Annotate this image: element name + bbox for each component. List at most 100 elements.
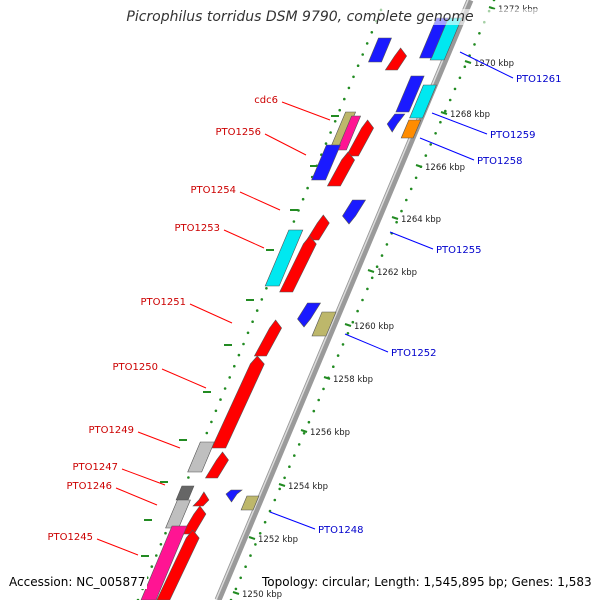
guide-dot (228, 376, 231, 379)
guide-dot (242, 342, 245, 346)
guide-dot (307, 420, 311, 424)
guide-dot (343, 97, 346, 101)
guide-dot (210, 420, 213, 424)
scale-tick-label: 1260 kbp (354, 322, 394, 332)
gene-label-right: PTO1259 (490, 130, 535, 141)
scale-tick-mark (488, 6, 496, 10)
guide-dot (283, 476, 286, 480)
scale-tick-label: 1270 kbp (474, 59, 514, 69)
guide-dot (366, 287, 369, 291)
label-leader-line (459, 51, 514, 79)
guide-dot (458, 76, 462, 80)
label-leaders (96, 51, 514, 556)
scale-tick-mark (300, 429, 308, 433)
guide-dot (292, 220, 296, 223)
guide-dot (341, 343, 345, 346)
gene-orange (400, 119, 422, 139)
gene-label-right: PTO1258 (477, 156, 522, 167)
scale-tick-label: 1254 kbp (288, 482, 328, 492)
gene-red (192, 491, 210, 507)
guide-dot (338, 108, 342, 112)
guide-dot (223, 387, 227, 390)
gene-darkgray (175, 485, 195, 501)
gene-khaki (311, 311, 337, 337)
guide-dot (395, 220, 398, 224)
scale-tick-mark (248, 536, 256, 540)
guide-dot (302, 432, 306, 435)
label-leader-line (239, 191, 281, 211)
guide-dot (429, 143, 433, 146)
gene-blue (368, 37, 392, 63)
guide-dot (312, 409, 316, 413)
guide-dot (356, 64, 360, 67)
gene-features (140, 17, 463, 600)
scale-tick-mark (391, 216, 399, 220)
guide-dot (361, 298, 364, 302)
guide-dot (214, 409, 218, 413)
gene-blue (342, 199, 367, 225)
guide-dot (234, 587, 238, 591)
guide-dot (434, 132, 437, 135)
gene-blue (311, 144, 341, 181)
guide-dot (478, 32, 481, 35)
guide-dot (356, 309, 359, 313)
guide-dot (159, 543, 163, 546)
scale-tick-label: 1258 kbp (333, 375, 373, 385)
gene-red (345, 119, 374, 157)
scale-tick-mark (278, 483, 286, 487)
label-leader-line (189, 303, 233, 324)
gene-red (204, 451, 229, 479)
guide-dot (239, 576, 242, 580)
gene-khaki (240, 495, 260, 511)
guide-dot (424, 154, 428, 157)
guide-dot (278, 487, 282, 491)
scale-tick-label: 1268 kbp (450, 110, 490, 120)
guide-dot (155, 554, 158, 557)
guide-dot (385, 243, 389, 246)
topology-text: Topology: circular; Length: 1,545,895 bp… (260, 575, 594, 589)
scale-tick-label: 1250 kbp (242, 590, 282, 600)
guide-dot (254, 543, 257, 546)
gene-label-left: PTO1253 (175, 223, 220, 234)
gene-blue (297, 302, 322, 328)
gene-label-right: PTO1261 (516, 74, 561, 85)
gene-label-left: PTO1245 (48, 532, 93, 543)
genome-title: Picrophilus torridus DSM 9790, complete … (0, 9, 600, 25)
gene-label-left: PTO1250 (113, 362, 158, 373)
guide-dot (265, 287, 268, 290)
label-leader-line (281, 101, 331, 121)
guide-dot (150, 565, 154, 568)
guide-dot (351, 320, 355, 324)
scale-tick-label: 1252 kbp (258, 535, 298, 545)
guide-dot (347, 86, 351, 90)
guide-dot (293, 454, 296, 457)
label-leader-line (269, 511, 316, 530)
guide-dot (322, 387, 325, 391)
scale-tick-mark (464, 60, 472, 64)
scale-tick-label: 1264 kbp (401, 215, 441, 225)
guide-dot (346, 332, 350, 335)
guide-dot (288, 465, 291, 469)
guide-dot (439, 120, 442, 124)
guide-dot (492, 0, 496, 2)
gene-blue (395, 75, 425, 113)
guide-dot (251, 320, 254, 324)
guide-dot (237, 353, 241, 357)
gene-blue (386, 113, 406, 133)
guide-dot (317, 398, 321, 402)
label-leader-line (161, 368, 207, 389)
guide-dot (336, 354, 340, 357)
guide-dot (219, 398, 222, 401)
scale-tick-mark (367, 269, 375, 273)
label-leader-line (264, 133, 307, 156)
guide-dot (448, 98, 452, 102)
scale-tick-label: 1266 kbp (425, 163, 465, 173)
accession-text: Accession: NC_005877 (7, 575, 148, 589)
gene-labels: cdc6 PTO1256 PTO1254 PTO1253 PTO1251 PTO1250 P… (48, 74, 562, 543)
guide-dot (463, 65, 467, 68)
gene-red (211, 355, 265, 449)
guide-dot (444, 109, 447, 113)
guide-dot (375, 265, 379, 269)
gene-label-right: PTO1255 (436, 245, 481, 256)
gene-red (279, 235, 317, 293)
